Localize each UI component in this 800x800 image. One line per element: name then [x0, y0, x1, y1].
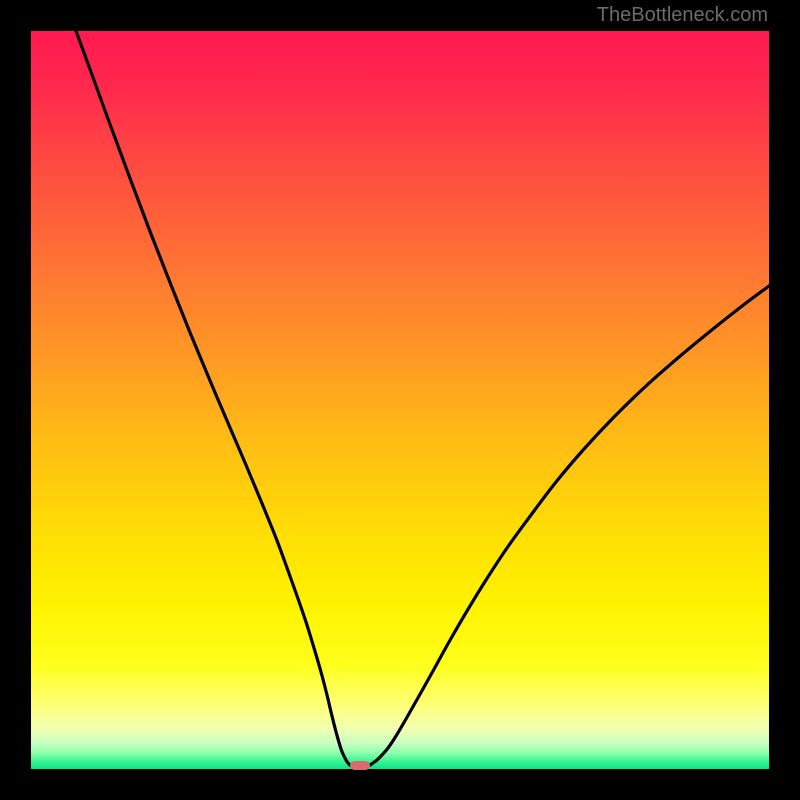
watermark-text: TheBottleneck.com — [597, 4, 768, 27]
plot-area — [31, 31, 769, 769]
curve-layer — [31, 31, 769, 769]
optimum-marker — [350, 761, 370, 770]
chart-frame — [0, 0, 800, 800]
bottleneck-curve-right — [367, 286, 769, 767]
bottleneck-curve-left — [76, 31, 352, 767]
